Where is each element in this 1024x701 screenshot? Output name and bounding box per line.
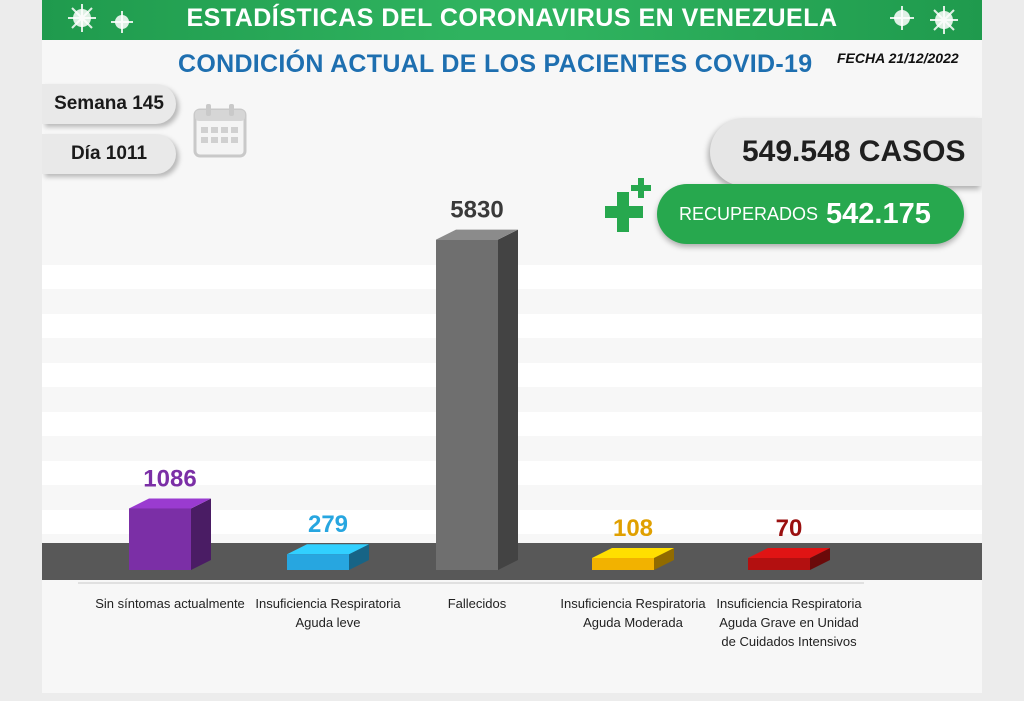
value-label: 1086 — [143, 465, 196, 492]
virus-icon — [68, 4, 133, 33]
bar-chart: 1086 279 5830 108 70 — [42, 197, 982, 584]
category-label: Insuficiencia Respiratoria Aguda leve — [255, 596, 401, 630]
infographic-sheet: ESTADÍSTICAS DEL CORONAVIRUS EN VENEZUEL… — [42, 0, 982, 693]
plus-icon — [605, 178, 651, 232]
bar — [436, 229, 518, 570]
bar-side — [191, 498, 211, 570]
bar-side — [810, 548, 830, 570]
calendar-icon — [193, 104, 247, 158]
bar-top — [592, 548, 674, 558]
week-badge: Semana 145 — [42, 84, 176, 124]
bar-face — [748, 558, 810, 570]
bar-side — [498, 229, 518, 570]
bar-side — [349, 544, 369, 570]
bar — [592, 548, 674, 570]
value-label: 70 — [776, 515, 803, 542]
bar-top — [748, 548, 830, 558]
category-label: Insuficiencia Respiratoria Aguda Moderad… — [560, 596, 706, 630]
bar-face — [287, 554, 349, 570]
bar-side — [654, 548, 674, 570]
value-label: 279 — [308, 511, 348, 538]
category-label: Sin síntomas actualmente — [95, 596, 245, 611]
bar-top — [436, 229, 518, 240]
day-badge: Día 1011 — [42, 134, 176, 174]
value-label: 108 — [613, 515, 653, 542]
recovered-badge: RECUPERADOS 542.175 — [657, 184, 964, 244]
bar-top — [287, 544, 369, 555]
page-title: ESTADÍSTICAS DEL CORONAVIRUS EN VENEZUEL… — [186, 4, 838, 32]
category-label: Insuficiencia Respiratoria Aguda Grave e… — [716, 596, 862, 649]
total-cases-badge: 549.548 CASOS — [710, 118, 982, 186]
bar — [287, 544, 369, 570]
bar-face — [592, 558, 654, 570]
recovered-value: 542.175 — [826, 197, 931, 230]
page-subtitle: CONDICIÓN ACTUAL DE LOS PACIENTES COVID-… — [178, 50, 813, 78]
value-label: 5830 — [450, 197, 503, 224]
bar — [129, 498, 211, 570]
category-label: Fallecidos — [447, 596, 507, 611]
bar-face — [129, 508, 191, 570]
date-label: FECHA 21/12/2022 — [837, 50, 959, 66]
bar-top — [129, 498, 211, 509]
recovered-label: RECUPERADOS — [679, 203, 819, 224]
virus-icon — [890, 6, 958, 34]
header-banner: ESTADÍSTICAS DEL CORONAVIRUS EN VENEZUEL… — [42, 0, 982, 40]
bar-face — [436, 239, 498, 570]
bar — [748, 548, 830, 570]
